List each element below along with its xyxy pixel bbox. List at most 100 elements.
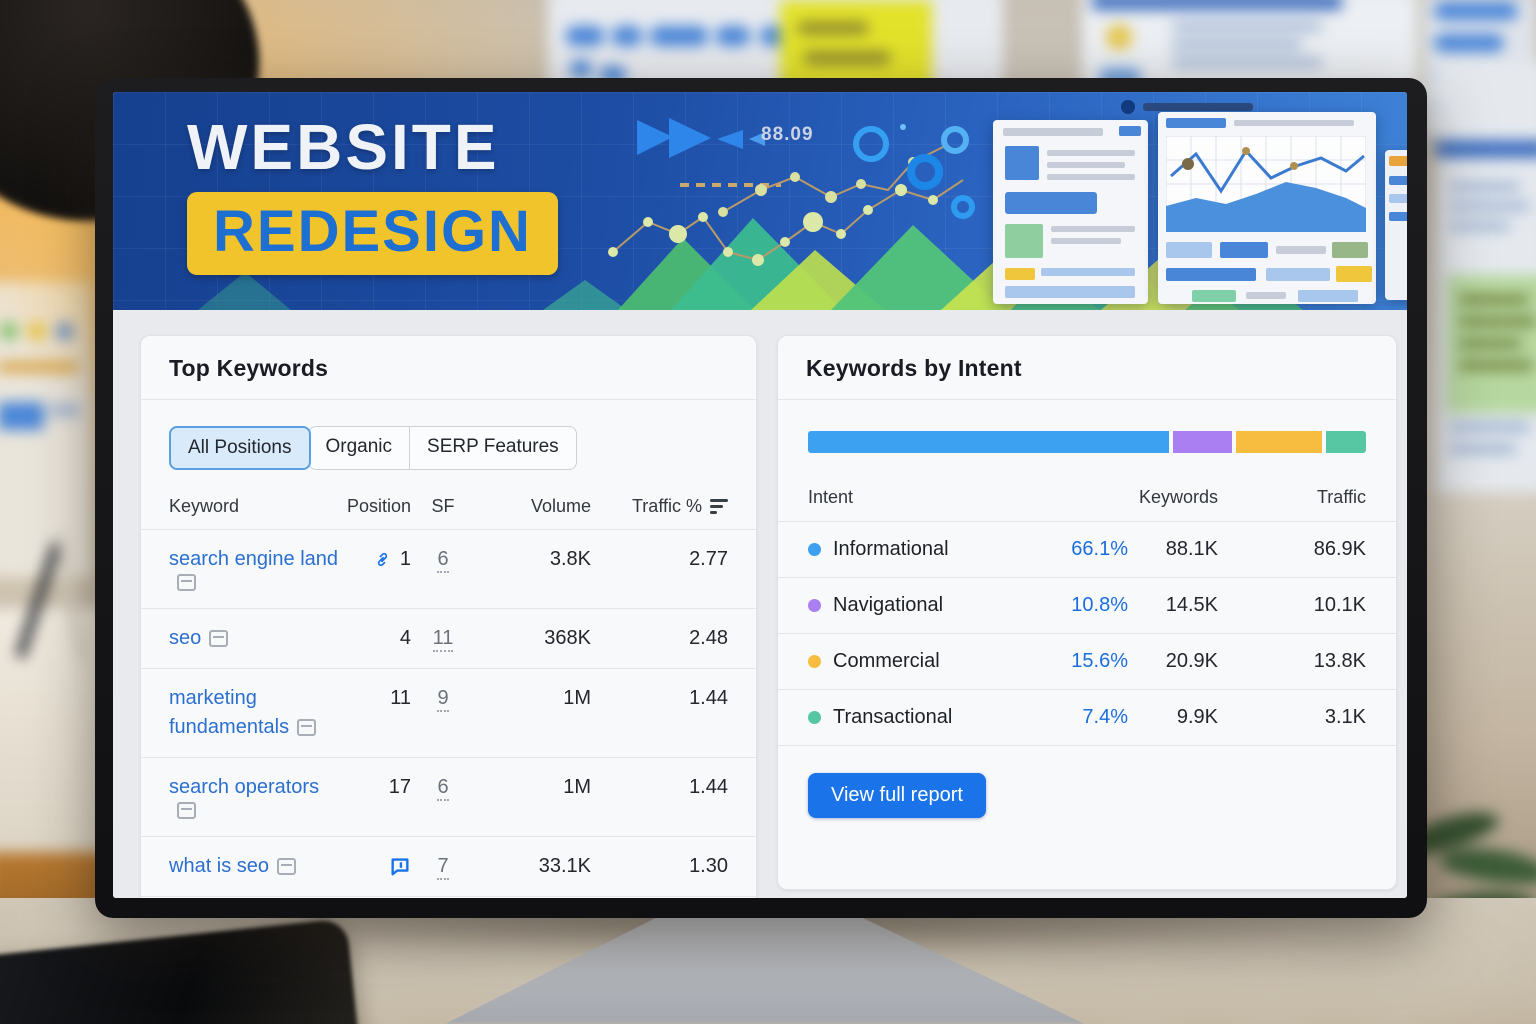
sf-cell: 6 [411, 545, 475, 573]
intent-dot-navigational [808, 599, 821, 612]
keywords-by-intent-panel: Keywords by Intent Intent Keywords Traff… [777, 335, 1397, 890]
keyword-link[interactable]: marketing fundamentals [169, 687, 290, 738]
sf-cell: 6 [411, 773, 475, 801]
keyword-link[interactable]: search operators [169, 776, 320, 798]
keyword-link[interactable]: what is seo [169, 855, 270, 877]
intent-distribution-bar [808, 431, 1366, 453]
position-cell: 11 [390, 687, 411, 709]
intent-title: Keywords by Intent [806, 355, 1022, 381]
col-sf: SF [431, 496, 455, 516]
intent-row[interactable]: Navigational 10.8% 14.5K 10.1K [778, 578, 1396, 634]
intent-label: Navigational [808, 594, 1023, 617]
intent-traffic: 86.9K [1313, 538, 1366, 560]
sf-cell: 9 [411, 684, 475, 712]
intent-keywords: 14.5K [1165, 594, 1218, 616]
table-row[interactable]: what is seo 7 33.1K 1.30 [141, 837, 756, 897]
sort-descending-icon[interactable] [710, 499, 728, 514]
tab-group: Organic SERP Features [307, 426, 577, 470]
intent-bar-informational[interactable] [808, 431, 1170, 453]
banner-mockup-analytics-page [1158, 112, 1376, 304]
tab-all-positions[interactable]: All Positions [169, 426, 311, 470]
intent-header: Keywords by Intent [778, 336, 1396, 400]
keyword-cell: search engine land [169, 545, 339, 593]
tab-serp-features[interactable]: SERP Features [409, 427, 576, 469]
col-keywords: Keywords [1138, 487, 1218, 507]
intent-traffic: 13.8K [1313, 650, 1366, 672]
keyword-link[interactable]: seo [169, 627, 202, 649]
intent-traffic: 3.1K [1324, 706, 1366, 728]
banner-title-line1: WEBSITE [187, 111, 500, 183]
intent-keywords: 9.9K [1176, 706, 1218, 728]
featured-snippet-icon [389, 855, 411, 877]
intent-percent[interactable]: 7.4% [1082, 706, 1128, 728]
col-traffic: Traffic % [591, 496, 728, 517]
intent-keywords: 88.1K [1165, 538, 1218, 560]
intent-percent[interactable]: 10.8% [1071, 594, 1128, 616]
intent-bar-navigational[interactable] [1173, 431, 1233, 453]
view-full-report-button[interactable]: View full report [808, 773, 986, 818]
link-icon [372, 549, 393, 570]
intent-label: Commercial [808, 650, 1023, 673]
table-row[interactable]: search engine land 1 6 3.8K 2.77 [141, 530, 756, 609]
plant-leaf [1438, 842, 1536, 890]
traffic-cell: 1.44 [689, 687, 728, 709]
intent-traffic: 10.1K [1313, 594, 1366, 616]
intent-row[interactable]: Transactional 7.4% 9.9K 3.1K [778, 690, 1396, 746]
intent-percent[interactable]: 15.6% [1071, 650, 1128, 672]
intent-label: Informational [808, 538, 1023, 561]
table-row[interactable]: seo 4 11 368K 2.48 [141, 609, 756, 669]
sf-cell: 11 [411, 624, 475, 652]
intent-keywords: 20.9K [1165, 650, 1218, 672]
keywords-table-header: Keyword Position SF Volume Traffic % [141, 496, 756, 530]
traffic-cell: 2.48 [689, 627, 728, 649]
serp-preview-icon[interactable] [177, 802, 196, 819]
serp-preview-icon[interactable] [177, 574, 196, 591]
top-keywords-header: Top Keywords [141, 336, 756, 400]
banner-title-line2: REDESIGN [213, 199, 532, 264]
volume-cell: 33.1K [538, 855, 591, 877]
serp-preview-icon[interactable] [209, 630, 229, 647]
volume-cell: 1M [563, 687, 591, 709]
keyword-cell: seo [169, 624, 339, 653]
intent-bar-commercial[interactable] [1236, 431, 1322, 453]
intent-row[interactable]: Commercial 15.6% 20.9K 13.8K [778, 634, 1396, 690]
top-keywords-title: Top Keywords [169, 355, 329, 381]
intent-row[interactable]: Informational 66.1% 88.1K 86.9K [778, 522, 1396, 578]
position-cell: 4 [399, 627, 411, 649]
table-row[interactable]: marketing fundamentals 11 9 1M 1.44 [141, 669, 756, 758]
tab-organic[interactable]: Organic [325, 436, 393, 457]
intent-bar-transactional[interactable] [1325, 431, 1366, 453]
traffic-cell: 1.44 [689, 776, 728, 798]
volume-cell: 3.8K [549, 548, 591, 570]
intent-percent[interactable]: 66.1% [1071, 538, 1128, 560]
volume-cell: 368K [544, 627, 591, 649]
keyword-link[interactable]: search engine land [169, 548, 339, 570]
intent-dot-informational [808, 543, 821, 556]
intent-dot-commercial [808, 655, 821, 668]
keyword-cell: what is seo [169, 852, 339, 881]
col-intent: Intent [808, 487, 854, 507]
serp-preview-icon[interactable] [277, 858, 297, 875]
banner-mockup-side-card [1385, 150, 1407, 300]
keyword-cell: marketing fundamentals [169, 684, 339, 742]
serp-preview-icon[interactable] [297, 719, 317, 736]
position-cell: 1 [339, 545, 411, 571]
position-cell [339, 852, 411, 877]
position-cell: 17 [388, 776, 411, 798]
banner-metric: 88.09 [761, 124, 814, 145]
col-traffic: Traffic [1316, 487, 1366, 507]
col-keyword: Keyword [169, 496, 240, 516]
banner-logo-smudge [1121, 100, 1271, 114]
col-volume: Volume [530, 496, 591, 516]
table-row[interactable]: search operators 17 6 1M 1.44 [141, 758, 756, 837]
banner-title: WEBSITE REDESIGN [187, 110, 558, 275]
keyword-cell: search operators [169, 773, 339, 821]
banner: 88.09 [113, 92, 1407, 310]
intent-label: Transactional [808, 706, 1023, 729]
monitor: 88.09 [95, 78, 1427, 918]
sf-cell: 7 [411, 852, 475, 880]
sticky-note-green [1447, 275, 1536, 413]
intent-dot-transactional [808, 711, 821, 724]
